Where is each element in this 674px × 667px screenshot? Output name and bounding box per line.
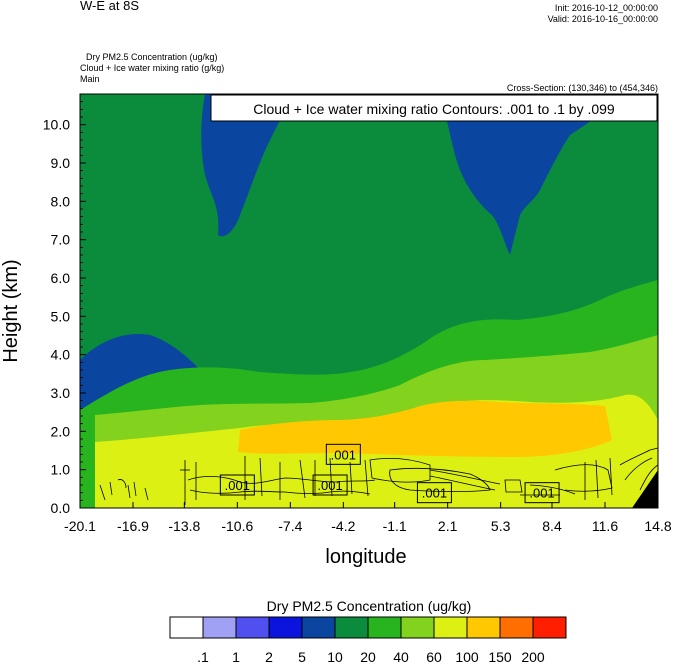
colorbar-level-label: 20 <box>360 649 376 665</box>
colorbar-swatch <box>235 616 270 639</box>
cloud-contour-line <box>109 481 113 496</box>
contour-label-box <box>312 474 348 496</box>
cloud-contour-line <box>504 479 523 493</box>
y-tick-label: 2.0 <box>51 423 71 439</box>
colorbar-swatch <box>499 616 534 639</box>
colorbar-level-label: 60 <box>426 649 442 665</box>
x-tick-label: -13.8 <box>168 518 200 534</box>
axes: -20.1 -16.9 -13.8 -10.6 -7.4 -4.2 -1.1 2.1 5.3 8.… <box>0 93 672 568</box>
contour-info-box <box>210 94 658 122</box>
variable-line-2: Cloud + Ice water mixing ratio (g/kg) <box>80 63 225 73</box>
chart-title: W-E at 8S <box>80 0 140 13</box>
cloud-contour-line <box>369 457 431 483</box>
contour-label-box <box>524 482 560 504</box>
y-tick-label: 4.0 <box>51 347 71 363</box>
cloud-contour-line <box>389 467 491 492</box>
colorbar-swatch <box>367 616 402 639</box>
valid-time: Valid: 2016-10-16_00:00:00 <box>547 14 658 24</box>
colorbar-swatch <box>202 616 237 639</box>
pm25-filled-contours <box>80 94 658 508</box>
colorbar-level-label: 100 <box>455 649 479 665</box>
cloud-contour-line <box>189 489 371 495</box>
colorbar-level-label: 200 <box>521 649 545 665</box>
cloud-contour-line <box>144 487 149 501</box>
cloud-ice-contour-lines <box>99 447 658 508</box>
y-tick-label: 7.0 <box>51 232 71 248</box>
y-tick-label: 8.0 <box>51 193 71 209</box>
cloud-contour-line <box>187 476 376 484</box>
contour-label: .001 <box>225 478 250 493</box>
variable-line-1: Dry PM2.5 Concentration (ug/kg) <box>86 52 218 62</box>
contour-label-box <box>219 474 255 496</box>
cloud-contour-line <box>529 484 576 495</box>
colorbar-level-label: 1 <box>232 649 240 665</box>
colorbar-swatch <box>334 616 369 639</box>
contour-label-box <box>325 443 361 465</box>
colorbar-level-label: 40 <box>393 649 409 665</box>
cloud-contour-line <box>609 457 613 496</box>
cloud-contour-line <box>99 484 106 501</box>
y-tick-label: 0.0 <box>51 500 71 516</box>
pm25-layer-100 <box>238 400 612 457</box>
cloud-contour-line <box>349 461 353 495</box>
colorbar-swatch <box>268 616 303 639</box>
colorbar-swatch <box>532 616 567 639</box>
x-tick-label: -10.6 <box>221 518 253 534</box>
cross-section-label: Cross-Section: (130,346) to (454,346) <box>506 83 658 93</box>
x-tick-label: -4.2 <box>331 518 355 534</box>
colorbar-swatch <box>301 616 336 639</box>
cloud-contour-line <box>117 479 127 489</box>
colorbar-level-label: 10 <box>327 649 343 665</box>
cloud-contour-line <box>429 469 501 485</box>
y-tick-label: 9.0 <box>51 155 71 171</box>
x-tick-label: -1.1 <box>383 518 407 534</box>
contour-label-box <box>416 482 452 504</box>
cloud-contour-line <box>595 459 599 499</box>
contour-label: .001 <box>331 447 356 462</box>
colorbar-level-label: 150 <box>488 649 512 665</box>
cloud-contour-line <box>299 459 306 499</box>
cloud-contour-line <box>554 464 613 492</box>
colorbar-level-label: .1 <box>197 649 209 665</box>
y-tick-label: 5.0 <box>51 308 71 324</box>
y-tick-label: 10.0 <box>43 117 70 133</box>
y-tick-label: 1.0 <box>51 462 71 478</box>
x-tick-label: 5.3 <box>491 518 511 534</box>
colorbar-swatch <box>433 616 468 639</box>
cloud-contour-line <box>133 481 137 497</box>
contour-label: .001 <box>529 486 554 501</box>
y-tick-label: 3.0 <box>51 385 71 401</box>
cloud-contour-line <box>259 457 263 497</box>
terrain <box>632 470 658 508</box>
colorbar-level-label: 5 <box>298 649 306 665</box>
colorbar-swatch <box>169 616 204 639</box>
x-tick-label: -7.4 <box>278 518 302 534</box>
x-tick-label: -20.1 <box>64 518 96 534</box>
x-tick-label: 2.1 <box>438 518 458 534</box>
cloud-contour-line <box>624 457 653 481</box>
cloud-contour-line <box>429 475 496 491</box>
x-axis-label: longitude <box>325 546 406 568</box>
colorbar-swatch <box>466 616 501 639</box>
cloud-contour-line <box>127 484 131 499</box>
y-tick-label: 6.0 <box>51 270 71 286</box>
colorbar-swatch <box>400 616 435 639</box>
cloud-contour-line <box>639 464 658 491</box>
y-axis-label: Height (km) <box>0 259 22 362</box>
colorbar-title: Dry PM2.5 Concentration (ug/kg) <box>267 598 472 614</box>
cloud-contour-line <box>364 459 369 497</box>
contour-info-text: Cloud + Ice water mixing ratio Contours:… <box>253 101 615 117</box>
x-tick-label: 8.4 <box>542 518 562 534</box>
x-tick-label: -16.9 <box>117 518 149 534</box>
x-tick-label: 11.6 <box>592 518 618 534</box>
colorbar: Dry PM2.5 Concentration (ug/kg) .1 1 2 5 10 20… <box>169 598 567 665</box>
x-tick-label: 14.8 <box>644 518 671 534</box>
init-time: Init: 2016-10-12_00:00:00 <box>554 3 658 13</box>
contour-label: .001 <box>317 478 342 493</box>
cloud-contour-line <box>619 447 658 466</box>
colorbar-level-label: 2 <box>265 649 273 665</box>
variable-line-3: Main <box>80 74 100 84</box>
contour-label: .001 <box>422 486 447 501</box>
